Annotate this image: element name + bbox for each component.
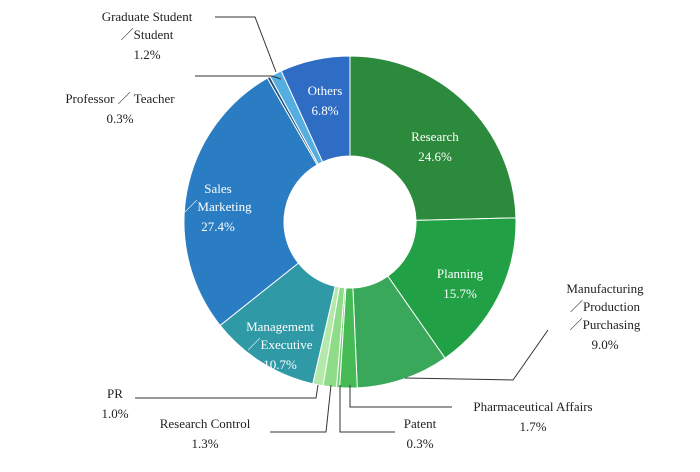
segment-label: ／Marketing: [184, 199, 252, 214]
leader-line: [135, 384, 319, 399]
leader-line: [339, 385, 395, 433]
donut-segment: [280, 55, 351, 163]
segment-label: Patent: [404, 416, 437, 431]
donut-segment: [349, 55, 517, 221]
segment-label: Pharmaceutical Affairs: [473, 399, 592, 414]
value-label: 1.7%: [519, 419, 546, 434]
segment-label: Graduate Student: [102, 9, 193, 24]
donut-segment: [387, 217, 517, 359]
value-label: 10.7%: [263, 357, 297, 372]
value-label: 1.3%: [191, 436, 218, 451]
segment-label: PR: [107, 386, 123, 401]
value-label: 0.3%: [106, 111, 133, 126]
leader-line: [195, 75, 282, 80]
value-label: 1.2%: [133, 47, 160, 62]
value-label: 1.0%: [101, 406, 128, 421]
leader-line: [349, 385, 452, 408]
segment-label: Planning: [437, 266, 484, 281]
value-label: 27.4%: [201, 219, 235, 234]
leader-line: [270, 384, 332, 433]
value-label: 9.0%: [591, 337, 618, 352]
segment-label: Others: [308, 83, 343, 98]
value-label: 0.3%: [406, 436, 433, 451]
segment-label: ／Purchasing: [570, 317, 641, 332]
segment-label: Research: [411, 129, 459, 144]
leader-line: [215, 16, 277, 73]
leader-line: [404, 329, 549, 381]
segment-label: ／Executive: [248, 337, 313, 352]
value-label: 15.7%: [443, 286, 477, 301]
value-label: 6.8%: [311, 103, 338, 118]
segment-label: ／Student: [121, 27, 174, 42]
segment-label: ／Production: [570, 299, 641, 314]
segment-label: Research Control: [160, 416, 251, 431]
segment-label: Professor ／ Teacher: [65, 91, 175, 106]
segment-label: Manufacturing: [566, 281, 644, 296]
segment-label: Management: [246, 319, 314, 334]
segment-label: Sales: [204, 181, 231, 196]
donut-segment: [183, 77, 318, 327]
value-label: 24.6%: [418, 149, 452, 164]
